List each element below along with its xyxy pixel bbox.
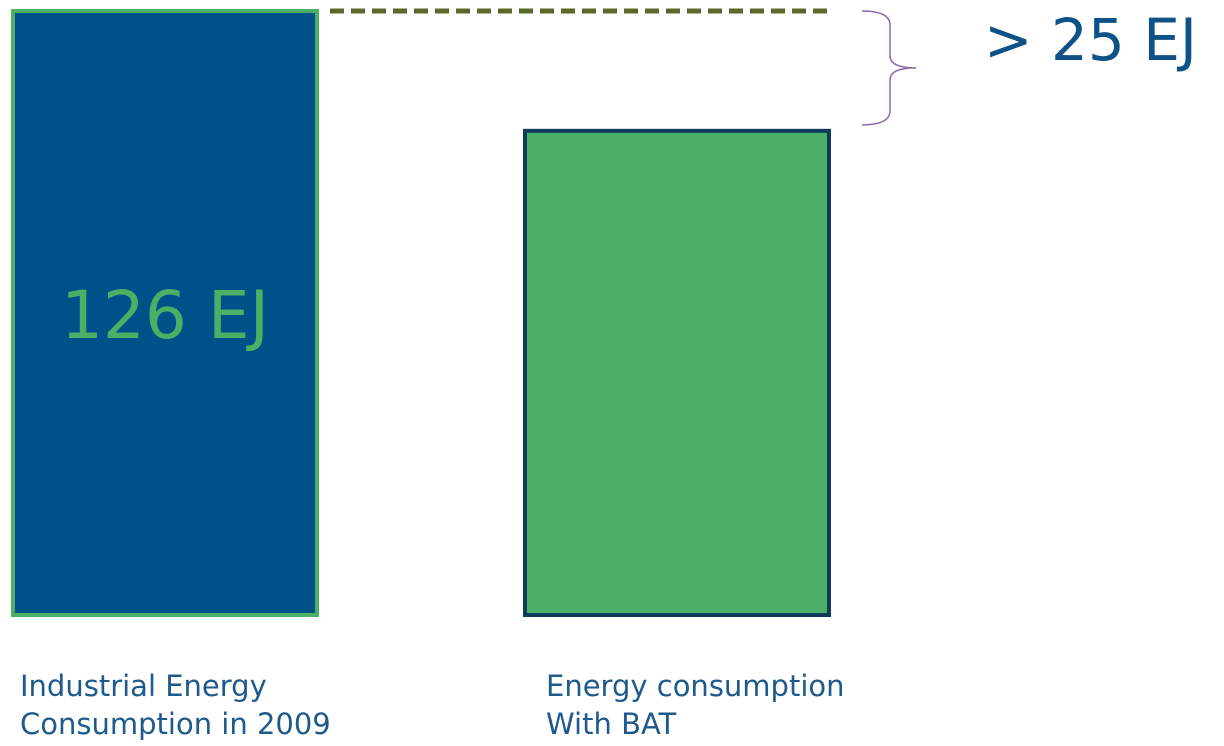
category-label-line: Industrial Energy — [20, 669, 267, 703]
bar-with-bat — [523, 128, 831, 617]
category-label-industrial-2009: Industrial Energy Consumption in 2009 — [20, 667, 380, 743]
category-label-line: Consumption in 2009 — [20, 707, 331, 741]
difference-brace — [861, 10, 917, 126]
bar-industrial-2009 — [11, 9, 319, 617]
difference-label: > 25 EJ — [984, 6, 1197, 74]
category-label-line: With BAT — [546, 707, 677, 741]
category-label-with-bat: Energy consumption With BAT — [546, 667, 906, 743]
category-label-line: Energy consumption — [546, 669, 845, 703]
bar-data-label: 126 EJ — [61, 277, 269, 354]
